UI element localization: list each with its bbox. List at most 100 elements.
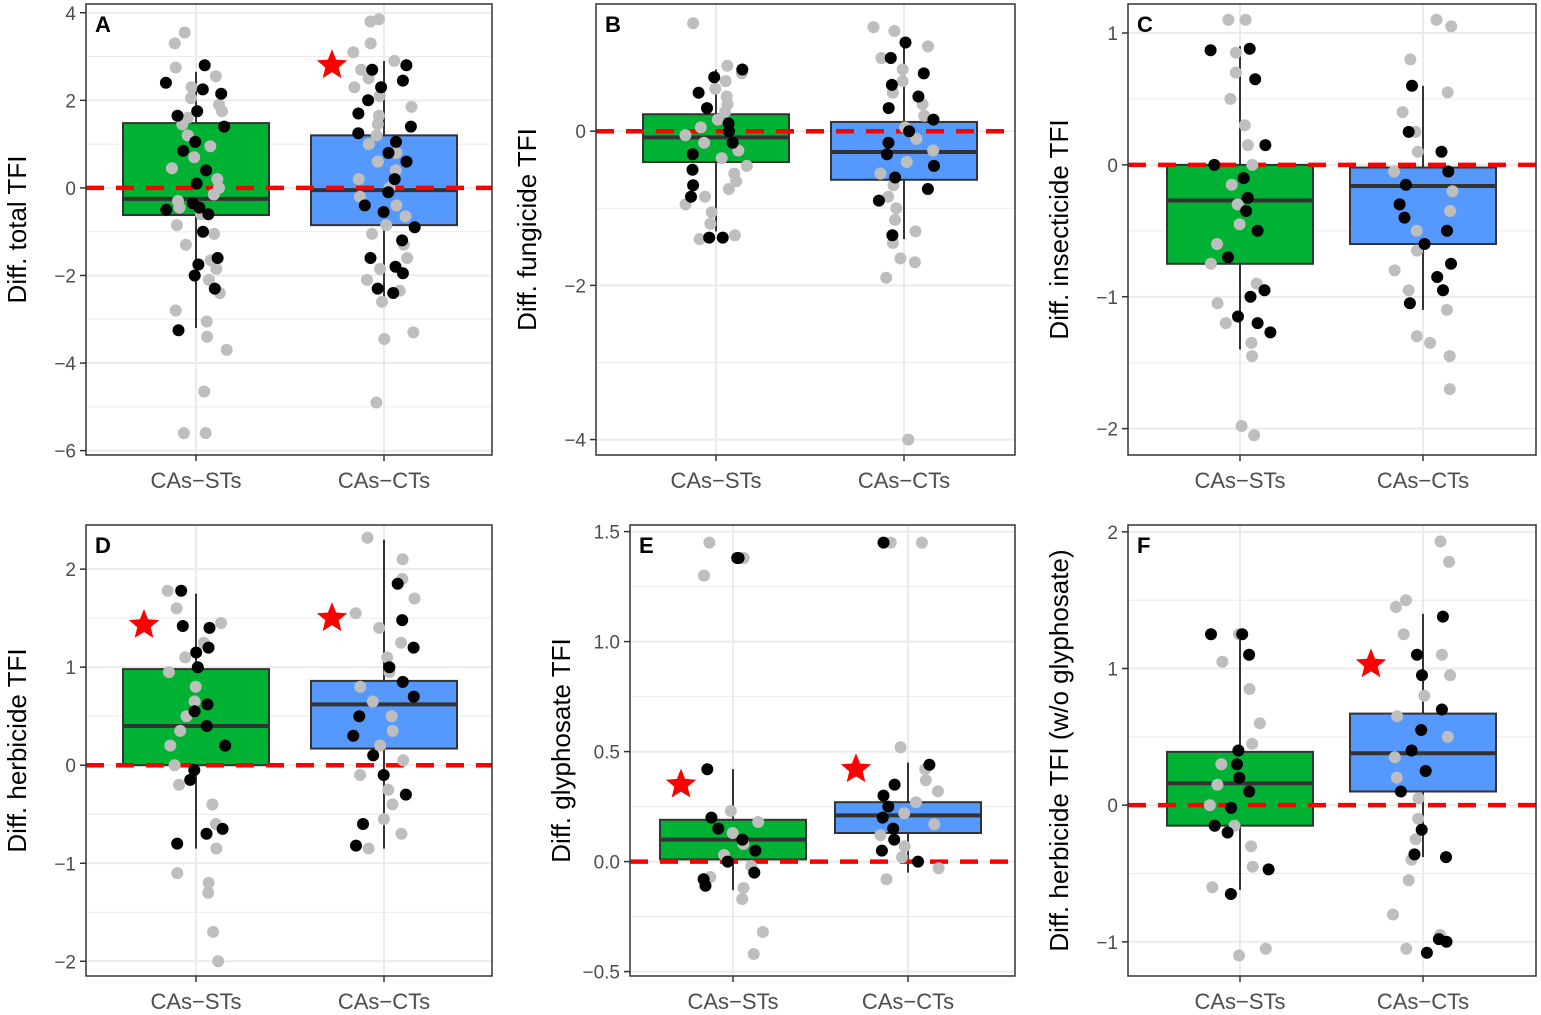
- data-point-grey: [161, 584, 174, 597]
- data-point-black: [407, 690, 420, 703]
- data-point-grey: [366, 227, 379, 240]
- data-point-black: [1264, 326, 1277, 339]
- data-point-black: [203, 621, 216, 634]
- x-tick-label: CAs−STs: [687, 989, 778, 1014]
- y-axis-title: Diff. herbicide TFI: [2, 648, 32, 852]
- data-point-grey: [737, 882, 750, 894]
- data-point-grey: [1241, 139, 1254, 152]
- data-point-grey: [1388, 751, 1401, 764]
- data-point-grey: [1412, 812, 1425, 825]
- data-point-grey: [169, 304, 182, 317]
- data-point-black: [358, 199, 371, 212]
- significance-star: [128, 609, 160, 638]
- data-point-grey: [1231, 198, 1244, 211]
- data-point-grey: [1390, 771, 1403, 784]
- data-point-grey: [915, 536, 928, 549]
- data-point-grey: [396, 553, 409, 566]
- panel-e: E −0.5 0.0 0.5 1.0 1.5 CAs−STs CAs−CTs Diff. gly…: [546, 523, 1016, 1014]
- data-point-black: [701, 102, 713, 115]
- data-point-black: [390, 135, 402, 148]
- data-point-grey: [349, 607, 362, 620]
- data-point-grey: [1243, 683, 1256, 695]
- data-point-black: [200, 827, 213, 840]
- data-point-grey: [1404, 53, 1417, 66]
- data-point-grey: [888, 25, 901, 37]
- panel-border: [85, 3, 493, 456]
- x-tick-label: CAs−CTs: [1377, 468, 1469, 493]
- panel-f: F −1 0 1 2 CAs−STs CAs−CTs Diff. herbicide TFI …: [1044, 523, 1537, 1014]
- data-point-black: [877, 789, 890, 802]
- data-point-black: [396, 234, 409, 247]
- data-point-black: [888, 778, 901, 791]
- data-point-grey: [174, 724, 187, 737]
- data-point-black: [201, 698, 214, 711]
- y-tick-label: 2: [1107, 523, 1118, 544]
- data-point-black: [196, 83, 209, 96]
- data-point-grey: [399, 210, 412, 223]
- data-point-black: [1241, 191, 1254, 204]
- data-point-black: [1251, 317, 1264, 330]
- data-point-grey: [894, 741, 907, 754]
- data-point-grey: [902, 433, 915, 446]
- data-point-black: [1445, 257, 1457, 270]
- data-point-grey: [1216, 655, 1229, 668]
- data-point-grey: [201, 330, 214, 343]
- data-point-black: [1232, 744, 1245, 757]
- data-point-black: [881, 148, 893, 161]
- data-point-black: [731, 552, 744, 564]
- data-point-grey: [371, 155, 384, 168]
- data-point-black: [172, 324, 185, 337]
- y-axis-title: Diff. fungicide TFI: [512, 128, 542, 331]
- data-point-grey: [1397, 628, 1410, 641]
- data-point-black: [347, 729, 360, 742]
- data-point-grey: [376, 295, 388, 308]
- data-point-grey: [1259, 942, 1272, 955]
- data-point-grey: [168, 37, 181, 50]
- data-point-black: [190, 177, 203, 190]
- data-point-grey: [168, 759, 181, 772]
- data-point-grey: [202, 886, 215, 899]
- data-point-black: [882, 102, 895, 115]
- data-point-grey: [1233, 218, 1246, 231]
- data-point-grey: [210, 262, 223, 275]
- data-point-grey: [1248, 429, 1261, 442]
- data-point-grey: [1204, 257, 1217, 270]
- data-point-black: [188, 764, 201, 777]
- data-point-grey: [164, 739, 177, 752]
- y-axis-title: Diff. insecticide TFI: [1044, 119, 1074, 339]
- box-1: [1349, 166, 1497, 246]
- data-point-black: [200, 720, 213, 732]
- data-point-grey: [177, 427, 190, 440]
- data-point-grey: [173, 778, 185, 791]
- data-point-grey: [1246, 158, 1259, 171]
- data-point-black: [377, 769, 390, 781]
- data-point-grey: [372, 13, 385, 26]
- data-point-black: [692, 86, 705, 99]
- data-point-grey: [1219, 317, 1232, 330]
- data-point-black: [703, 231, 716, 244]
- data-point-black: [202, 208, 215, 221]
- data-point-black: [350, 839, 362, 852]
- data-point-grey: [220, 343, 233, 356]
- data-point-black: [396, 74, 409, 87]
- data-point-grey: [1440, 303, 1453, 316]
- data-point-grey: [932, 862, 945, 875]
- data-point-grey: [726, 827, 739, 839]
- data-point-grey: [919, 774, 932, 787]
- y-tick-label: 1.0: [594, 633, 620, 654]
- data-point-grey: [1443, 350, 1456, 363]
- data-point-black: [197, 225, 209, 238]
- data-point-black: [886, 229, 899, 242]
- data-point-black: [198, 59, 211, 72]
- data-point-grey: [1396, 106, 1409, 119]
- data-point-grey: [736, 893, 749, 905]
- y-tick-label: −1: [1096, 933, 1118, 954]
- data-point-grey: [386, 798, 399, 811]
- data-point-black: [1225, 801, 1238, 814]
- data-point-black: [1442, 165, 1455, 178]
- panel-border: [595, 3, 1016, 456]
- data-point-black: [400, 155, 413, 168]
- data-point-black: [1259, 139, 1272, 152]
- data-point-black: [171, 109, 184, 122]
- data-point-grey: [185, 81, 198, 94]
